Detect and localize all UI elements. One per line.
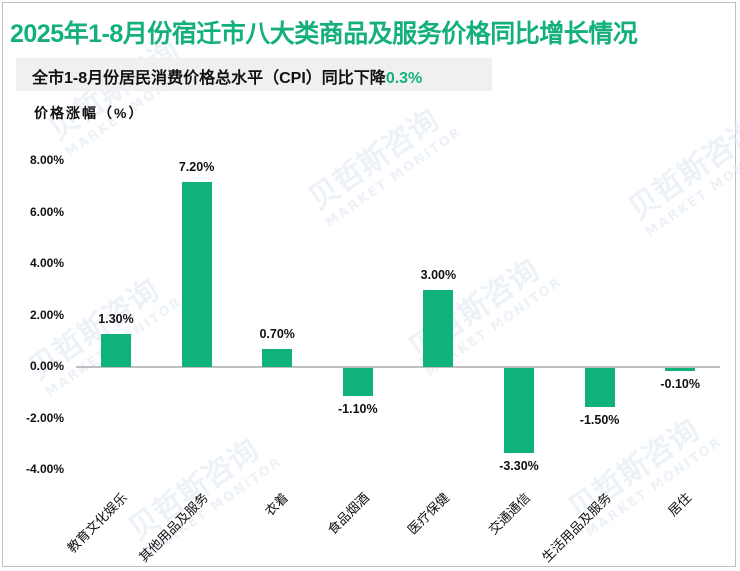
data-label: 7.20% bbox=[178, 159, 215, 174]
data-label: -0.10% bbox=[660, 376, 700, 391]
subtitle-text: 全市1-8月份居民消费价格总水平（CPI）同比下降 bbox=[32, 70, 386, 87]
bar bbox=[504, 368, 534, 453]
x-axis-line bbox=[76, 366, 720, 368]
chart-subtitle: 全市1-8月份居民消费价格总水平（CPI）同比下降0.3% bbox=[32, 64, 422, 88]
y-tick-label: 0.00% bbox=[29, 359, 64, 373]
data-label: -3.30% bbox=[499, 458, 539, 473]
chart-title: 2025年1-8月份宿迁市八大类商品及服务价格同比增长情况 bbox=[10, 20, 638, 48]
bar bbox=[101, 333, 131, 367]
bar bbox=[342, 368, 373, 397]
y-tick-label: -2.00% bbox=[25, 410, 64, 425]
subtitle-highlight: 0.3% bbox=[385, 70, 423, 87]
data-label: 3.00% bbox=[420, 267, 457, 282]
y-tick-label: 2.00% bbox=[29, 307, 64, 322]
bar bbox=[423, 289, 454, 367]
data-label: 1.30% bbox=[98, 311, 134, 326]
subtitle-box: 全市1-8月份居民消费价格总水平（CPI）同比下降0.3% bbox=[16, 58, 492, 91]
y-tick-label: 6.00% bbox=[29, 204, 64, 219]
y-tick-label: -4.00% bbox=[25, 462, 64, 476]
data-label: -1.50% bbox=[579, 412, 620, 427]
bar bbox=[584, 368, 615, 407]
y-axis-label: 价格涨幅（%） bbox=[34, 105, 145, 121]
data-label: -1.10% bbox=[337, 402, 378, 417]
bar bbox=[181, 181, 212, 367]
y-tick-label: 4.00% bbox=[29, 256, 64, 270]
bar bbox=[262, 348, 293, 367]
bar bbox=[665, 368, 696, 371]
y-tick-label: 8.00% bbox=[29, 153, 64, 167]
data-label: 0.70% bbox=[259, 326, 295, 341]
